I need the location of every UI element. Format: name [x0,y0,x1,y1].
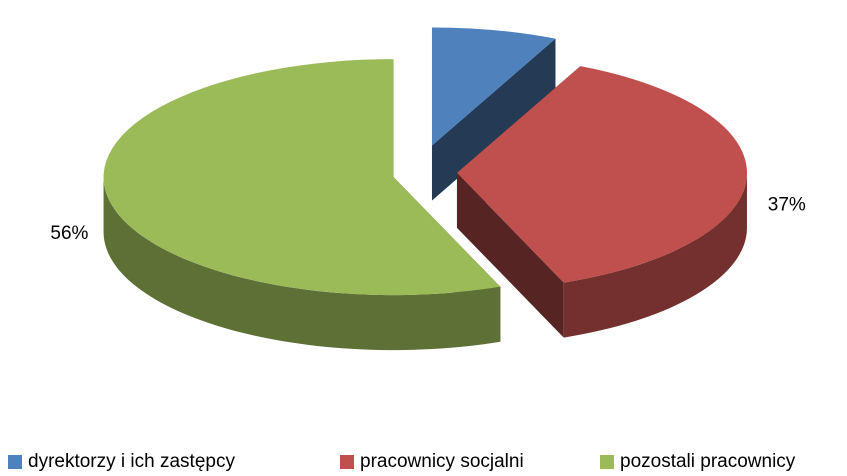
legend-swatch [600,455,614,469]
slice [456,66,747,283]
legend-label: dyrektorzy i ich zastępcy [28,451,235,472]
legend-swatch [8,455,22,469]
legend-label: pracownicy socjalni [360,451,524,472]
data-label: 56% [50,223,88,244]
slice-cut-face [456,172,564,338]
slice-cut-face [431,38,556,201]
pie-walls [103,172,747,351]
slice [103,59,501,296]
data-label: 7% [490,0,518,1]
data-label: 37% [768,194,806,215]
slice-side [103,177,501,351]
slice [431,27,556,146]
legend-label: pozostali pracownicy [620,451,796,472]
slice-side [563,172,747,338]
pie-tops [103,27,747,296]
legend-swatch [340,455,354,469]
